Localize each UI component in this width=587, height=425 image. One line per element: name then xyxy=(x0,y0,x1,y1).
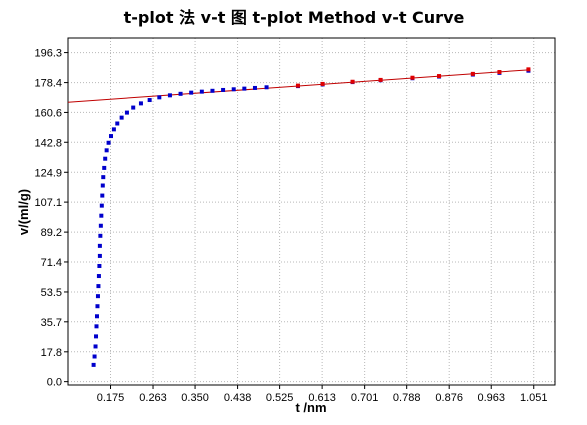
data-point xyxy=(221,87,226,92)
x-tick-label: 0.701 xyxy=(351,392,379,404)
y-axis-title: v/(ml/g) xyxy=(16,189,31,235)
data-point xyxy=(98,233,103,238)
data-point xyxy=(119,115,124,120)
plot-area xyxy=(67,37,556,386)
x-axis-title: t /nm xyxy=(295,400,326,415)
x-tick-label: 0.350 xyxy=(181,392,209,404)
y-tick-label: 142.8 xyxy=(34,137,62,149)
y-tick-label: 53.5 xyxy=(41,287,62,299)
data-point xyxy=(100,193,105,198)
data-point xyxy=(95,304,100,309)
data-point xyxy=(94,314,99,319)
y-tick-label: 124.9 xyxy=(34,167,62,179)
chart-title: t-plot 法 v-t 图 t-plot Method v-t Curve xyxy=(124,8,465,27)
data-point xyxy=(93,344,98,349)
data-point xyxy=(124,110,129,115)
data-point xyxy=(189,90,194,95)
data-point xyxy=(242,86,247,91)
data-point xyxy=(210,88,215,93)
y-tick-label: 0.0 xyxy=(47,377,62,389)
data-point xyxy=(95,294,100,299)
fit-point xyxy=(350,79,355,84)
data-point xyxy=(101,175,106,180)
data-point xyxy=(138,101,143,106)
data-point xyxy=(115,121,120,126)
data-point xyxy=(108,134,113,139)
data-point xyxy=(178,91,183,96)
x-tick-label: 0.263 xyxy=(139,392,167,404)
x-tick-label: 0.788 xyxy=(393,392,421,404)
x-tick-label: 0.175 xyxy=(97,392,125,404)
data-series xyxy=(67,67,531,367)
x-tick-label: 1.051 xyxy=(520,392,548,404)
data-point xyxy=(264,85,269,90)
x-tick-label: 0.525 xyxy=(266,392,294,404)
data-point xyxy=(91,362,96,367)
data-point xyxy=(97,243,102,248)
x-tick-label: 0.438 xyxy=(224,392,252,404)
fit-point xyxy=(320,81,325,86)
y-tick-label: 178.4 xyxy=(34,78,62,90)
data-point xyxy=(131,105,136,110)
y-tick-label: 160.6 xyxy=(34,107,62,119)
data-point xyxy=(111,127,116,132)
data-point xyxy=(96,274,101,279)
fit-point xyxy=(378,77,383,82)
fit-point xyxy=(497,70,502,75)
x-tick-label: 0.613 xyxy=(308,392,336,404)
data-point xyxy=(99,213,104,218)
fit-point xyxy=(526,67,531,72)
fit-point xyxy=(470,71,475,76)
y-axis: 0.0 17.8 35.7 53.5 71.4 89.2 107.1 124.9 142.8 16… xyxy=(34,48,68,389)
y-tick-label: 35.7 xyxy=(41,317,62,329)
grid-lines xyxy=(68,38,555,385)
y-tick-label: 107.1 xyxy=(34,197,62,209)
y-tick-label: 71.4 xyxy=(41,257,62,269)
y-tick-label: 17.8 xyxy=(41,347,62,359)
fit-point xyxy=(410,75,415,80)
data-point xyxy=(104,148,109,153)
data-point xyxy=(252,85,257,90)
x-tick-label: 0.963 xyxy=(477,392,505,404)
data-point xyxy=(94,324,99,329)
data-point xyxy=(167,93,172,98)
data-point xyxy=(98,223,103,228)
fit-point xyxy=(437,74,442,79)
data-point xyxy=(199,89,204,94)
data-point xyxy=(147,98,152,103)
x-axis: 0.175 0.263 0.350 0.438 0.525 0.613 0.701 0.788… xyxy=(97,385,548,404)
fit-point xyxy=(295,83,300,88)
data-point xyxy=(99,203,104,208)
data-point xyxy=(97,263,102,268)
data-point xyxy=(102,165,107,170)
data-point xyxy=(100,183,105,188)
data-point xyxy=(231,87,236,92)
data-point xyxy=(157,95,162,100)
x-tick-label: 0.876 xyxy=(435,392,463,404)
data-point xyxy=(94,334,99,339)
y-tick-label: 196.3 xyxy=(34,48,62,60)
data-point xyxy=(103,156,108,161)
data-point xyxy=(96,284,101,289)
data-point xyxy=(106,140,111,145)
data-point xyxy=(97,253,102,258)
data-point xyxy=(92,354,97,359)
y-tick-label: 89.2 xyxy=(41,227,62,239)
